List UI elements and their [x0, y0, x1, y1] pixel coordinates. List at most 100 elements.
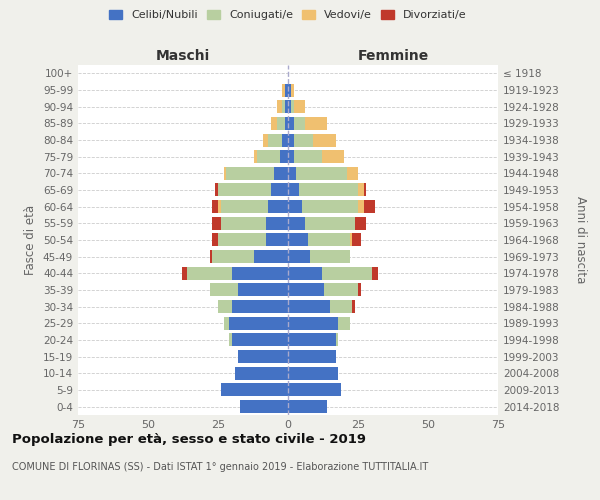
Bar — [238, 284, 288, 296]
Bar — [358, 200, 364, 213]
Bar — [288, 217, 305, 230]
Bar — [358, 284, 361, 296]
Bar — [221, 384, 288, 396]
Bar — [291, 84, 293, 96]
Bar — [288, 200, 302, 213]
Bar — [209, 284, 238, 296]
Bar — [268, 200, 288, 213]
Bar — [232, 267, 288, 280]
Y-axis label: Anni di nascita: Anni di nascita — [574, 196, 587, 284]
Bar — [293, 117, 305, 130]
Bar — [338, 317, 350, 330]
Legend: Celibi/Nubili, Coniugati/e, Vedovi/e, Divorziati/e: Celibi/Nubili, Coniugati/e, Vedovi/e, Di… — [105, 6, 471, 25]
Bar — [285, 117, 288, 130]
Bar — [364, 184, 367, 196]
Bar — [288, 284, 325, 296]
Bar — [232, 300, 288, 313]
Text: Popolazione per età, sesso e stato civile - 2019: Popolazione per età, sesso e stato civil… — [12, 432, 366, 446]
Bar — [254, 150, 257, 163]
Bar — [224, 167, 226, 180]
Bar — [277, 117, 285, 130]
Bar — [254, 250, 288, 263]
Bar — [299, 184, 358, 196]
Bar — [271, 117, 277, 130]
Bar — [364, 200, 375, 213]
Bar — [291, 100, 293, 113]
Bar — [218, 300, 232, 313]
Bar — [288, 134, 293, 146]
Bar — [288, 317, 338, 330]
Bar — [288, 184, 299, 196]
Bar — [268, 134, 283, 146]
Bar — [238, 350, 288, 363]
Bar — [212, 234, 218, 246]
Bar — [288, 84, 291, 96]
Bar — [285, 84, 288, 96]
Bar — [212, 217, 221, 230]
Bar — [215, 184, 218, 196]
Bar — [352, 234, 361, 246]
Bar — [212, 200, 218, 213]
Y-axis label: Fasce di età: Fasce di età — [25, 205, 37, 275]
Bar — [221, 200, 268, 213]
Bar — [288, 300, 330, 313]
Bar — [347, 167, 358, 180]
Bar — [277, 100, 283, 113]
Bar — [288, 384, 341, 396]
Bar — [350, 234, 352, 246]
Bar — [224, 317, 229, 330]
Bar — [313, 134, 335, 146]
Bar — [271, 184, 288, 196]
Bar — [335, 334, 338, 346]
Bar — [182, 267, 187, 280]
Bar — [325, 284, 358, 296]
Bar — [296, 167, 347, 180]
Text: Maschi: Maschi — [156, 48, 210, 62]
Bar — [229, 317, 288, 330]
Bar — [280, 150, 288, 163]
Bar — [266, 234, 288, 246]
Bar — [274, 167, 288, 180]
Bar — [288, 400, 327, 413]
Bar — [288, 117, 293, 130]
Bar — [241, 400, 288, 413]
Bar — [218, 234, 266, 246]
Bar — [288, 350, 335, 363]
Bar — [302, 200, 358, 213]
Bar — [288, 100, 291, 113]
Bar — [209, 250, 212, 263]
Bar — [288, 334, 335, 346]
Bar — [355, 217, 367, 230]
Bar — [283, 134, 288, 146]
Bar — [293, 100, 305, 113]
Bar — [187, 267, 232, 280]
Bar — [310, 250, 350, 263]
Bar — [212, 250, 254, 263]
Bar — [288, 234, 308, 246]
Bar — [322, 267, 372, 280]
Bar — [305, 117, 327, 130]
Bar — [288, 367, 338, 380]
Bar — [330, 300, 352, 313]
Bar — [235, 367, 288, 380]
Bar — [322, 150, 344, 163]
Bar — [257, 150, 280, 163]
Bar — [352, 300, 355, 313]
Bar — [308, 234, 350, 246]
Text: COMUNE DI FLORINAS (SS) - Dati ISTAT 1° gennaio 2019 - Elaborazione TUTTITALIA.I: COMUNE DI FLORINAS (SS) - Dati ISTAT 1° … — [12, 462, 428, 472]
Bar — [218, 200, 221, 213]
Bar — [221, 217, 266, 230]
Bar — [288, 150, 293, 163]
Bar — [293, 150, 322, 163]
Bar — [229, 334, 232, 346]
Bar — [358, 184, 364, 196]
Bar — [218, 184, 271, 196]
Bar — [288, 167, 296, 180]
Bar — [283, 100, 285, 113]
Bar — [372, 267, 377, 280]
Bar — [283, 84, 285, 96]
Bar — [263, 134, 268, 146]
Bar — [285, 100, 288, 113]
Bar — [288, 267, 322, 280]
Bar — [232, 334, 288, 346]
